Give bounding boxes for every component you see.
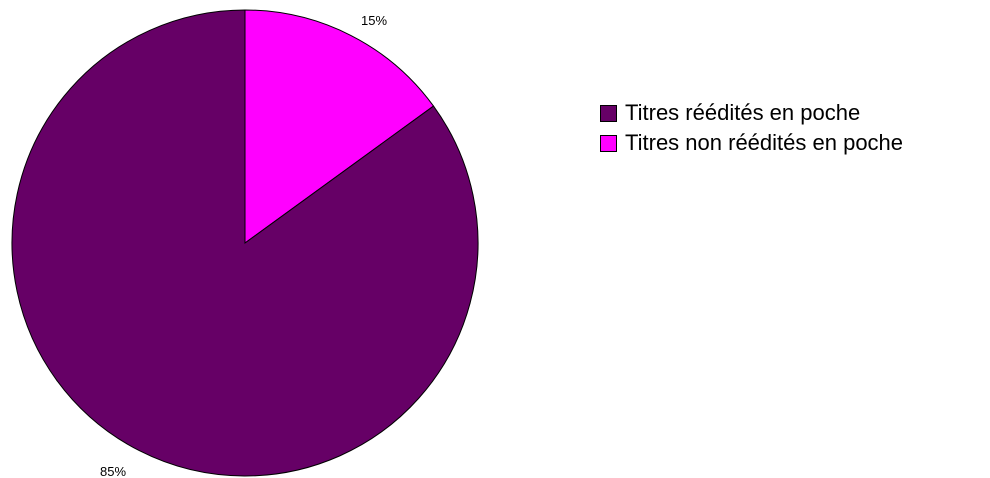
legend-item-non-reedites: Titres non réédités en poche <box>600 129 903 157</box>
legend-swatch-reedites <box>600 104 617 122</box>
legend: Titres réédités en poche Titres non rééd… <box>600 99 903 159</box>
legend-label-non-reedites: Titres non réédités en poche <box>625 130 904 155</box>
slice-reedites <box>11 9 479 477</box>
legend-label-reedites: Titres réédités en poche <box>625 100 861 125</box>
legend-swatch-non-reedites <box>600 134 617 152</box>
legend-item-reedites: Titres réédités en poche <box>600 99 903 127</box>
slice-label-reedites: 85% <box>100 464 126 478</box>
slice-non-reedites <box>244 9 435 244</box>
slice-label-non-reedites: 15% <box>361 13 387 28</box>
